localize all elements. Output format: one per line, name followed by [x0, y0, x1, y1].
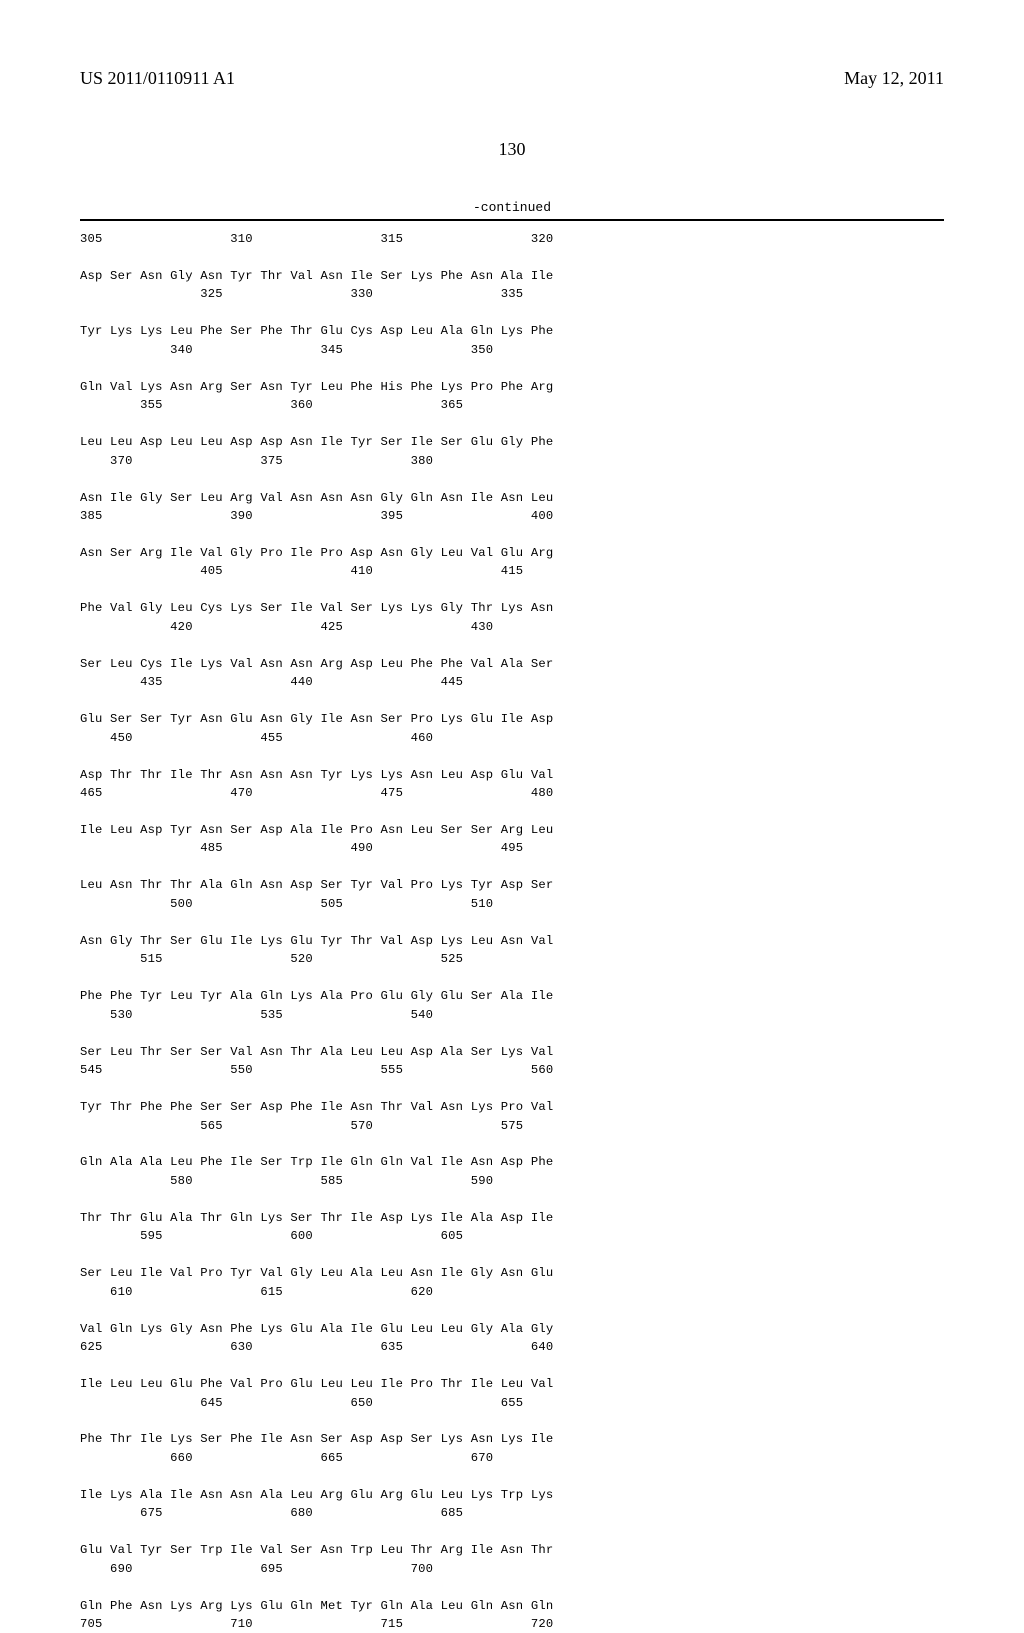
sequence-row	[80, 859, 944, 875]
sequence-row	[80, 1358, 944, 1374]
sequence-row: Tyr Lys Lys Leu Phe Ser Phe Thr Glu Cys …	[80, 323, 944, 339]
sequence-row	[80, 1579, 944, 1595]
sequence-row: 305 310 315 320	[80, 231, 944, 247]
sequence-row	[80, 582, 944, 598]
sequence-row	[80, 1413, 944, 1429]
sequence-row: Ile Leu Leu Glu Phe Val Pro Glu Leu Leu …	[80, 1376, 944, 1392]
sequence-row: Phe Thr Ile Lys Ser Phe Ile Asn Ser Asp …	[80, 1431, 944, 1447]
sequence-row: Ile Leu Asp Tyr Asn Ser Asp Ala Ile Pro …	[80, 822, 944, 838]
sequence-row: 660 665 670	[80, 1450, 944, 1466]
sequence-row	[80, 970, 944, 986]
sequence-row: 645 650 655	[80, 1395, 944, 1411]
sequence-row	[80, 527, 944, 543]
sequence-row	[80, 637, 944, 653]
sequence-row	[80, 360, 944, 376]
sequence-row: 500 505 510	[80, 896, 944, 912]
sequence-row	[80, 1136, 944, 1152]
sequence-row: 625 630 635 640	[80, 1339, 944, 1355]
sequence-row: 580 585 590	[80, 1173, 944, 1189]
sequence-row: Thr Thr Glu Ala Thr Gln Lys Ser Thr Ile …	[80, 1210, 944, 1226]
sequence-row	[80, 471, 944, 487]
section-rule	[80, 219, 944, 221]
sequence-row: 610 615 620	[80, 1284, 944, 1300]
sequence-row: Asn Gly Thr Ser Glu Ile Lys Glu Tyr Thr …	[80, 933, 944, 949]
page-number: 130	[80, 139, 944, 160]
sequence-row: 565 570 575	[80, 1118, 944, 1134]
sequence-row: 465 470 475 480	[80, 785, 944, 801]
page-header: US 2011/0110911 A1 May 12, 2011	[80, 68, 944, 89]
sequence-row: Gln Phe Asn Lys Arg Lys Glu Gln Met Tyr …	[80, 1598, 944, 1614]
sequence-row	[80, 914, 944, 930]
sequence-row	[80, 693, 944, 709]
sequence-row: Leu Leu Asp Leu Leu Asp Asp Asn Ile Tyr …	[80, 434, 944, 450]
sequence-row: 340 345 350	[80, 342, 944, 358]
sequence-row	[80, 1302, 944, 1318]
sequence-row	[80, 1468, 944, 1484]
sequence-row	[80, 748, 944, 764]
sequence-row: Phe Val Gly Leu Cys Lys Ser Ile Val Ser …	[80, 600, 944, 616]
sequence-row	[80, 416, 944, 432]
sequence-row: 435 440 445	[80, 674, 944, 690]
sequence-row: Asp Ser Asn Gly Asn Tyr Thr Val Asn Ile …	[80, 268, 944, 284]
sequence-listing: 305 310 315 320 Asp Ser Asn Gly Asn Tyr …	[80, 231, 944, 1633]
sequence-row: 530 535 540	[80, 1007, 944, 1023]
sequence-row: Glu Ser Ser Tyr Asn Glu Asn Gly Ile Asn …	[80, 711, 944, 727]
sequence-row: Glu Val Tyr Ser Trp Ile Val Ser Asn Trp …	[80, 1542, 944, 1558]
sequence-row	[80, 305, 944, 321]
sequence-row: 595 600 605	[80, 1228, 944, 1244]
sequence-row: 545 550 555 560	[80, 1062, 944, 1078]
sequence-row: 370 375 380	[80, 453, 944, 469]
sequence-row: 705 710 715 720	[80, 1616, 944, 1632]
sequence-row: 485 490 495	[80, 840, 944, 856]
sequence-row: 420 425 430	[80, 619, 944, 635]
sequence-row: 515 520 525	[80, 951, 944, 967]
publication-number: US 2011/0110911 A1	[80, 68, 235, 89]
continued-label: -continued	[80, 200, 944, 215]
sequence-row: Ser Leu Cys Ile Lys Val Asn Asn Arg Asp …	[80, 656, 944, 672]
sequence-row: Val Gln Lys Gly Asn Phe Lys Glu Ala Ile …	[80, 1321, 944, 1337]
sequence-row: 675 680 685	[80, 1505, 944, 1521]
publication-date: May 12, 2011	[844, 68, 944, 89]
sequence-row: 325 330 335	[80, 286, 944, 302]
sequence-row	[80, 804, 944, 820]
sequence-row: 690 695 700	[80, 1561, 944, 1577]
sequence-row: Asp Thr Thr Ile Thr Asn Asn Asn Tyr Lys …	[80, 767, 944, 783]
sequence-row: Gln Val Lys Asn Arg Ser Asn Tyr Leu Phe …	[80, 379, 944, 395]
sequence-row: Asn Ser Arg Ile Val Gly Pro Ile Pro Asp …	[80, 545, 944, 561]
sequence-row	[80, 1025, 944, 1041]
sequence-row: Phe Phe Tyr Leu Tyr Ala Gln Lys Ala Pro …	[80, 988, 944, 1004]
sequence-row: 450 455 460	[80, 730, 944, 746]
sequence-row: 355 360 365	[80, 397, 944, 413]
sequence-row	[80, 1247, 944, 1263]
sequence-row: Gln Ala Ala Leu Phe Ile Ser Trp Ile Gln …	[80, 1154, 944, 1170]
sequence-row: Asn Ile Gly Ser Leu Arg Val Asn Asn Asn …	[80, 490, 944, 506]
sequence-row: Ile Lys Ala Ile Asn Asn Ala Leu Arg Glu …	[80, 1487, 944, 1503]
sequence-row: 405 410 415	[80, 563, 944, 579]
sequence-row	[80, 1081, 944, 1097]
sequence-row	[80, 249, 944, 265]
sequence-row	[80, 1191, 944, 1207]
sequence-row: Tyr Thr Phe Phe Ser Ser Asp Phe Ile Asn …	[80, 1099, 944, 1115]
sequence-row: Ser Leu Ile Val Pro Tyr Val Gly Leu Ala …	[80, 1265, 944, 1281]
sequence-row: 385 390 395 400	[80, 508, 944, 524]
sequence-row: Leu Asn Thr Thr Ala Gln Asn Asp Ser Tyr …	[80, 877, 944, 893]
sequence-row: Ser Leu Thr Ser Ser Val Asn Thr Ala Leu …	[80, 1044, 944, 1060]
sequence-row	[80, 1524, 944, 1540]
